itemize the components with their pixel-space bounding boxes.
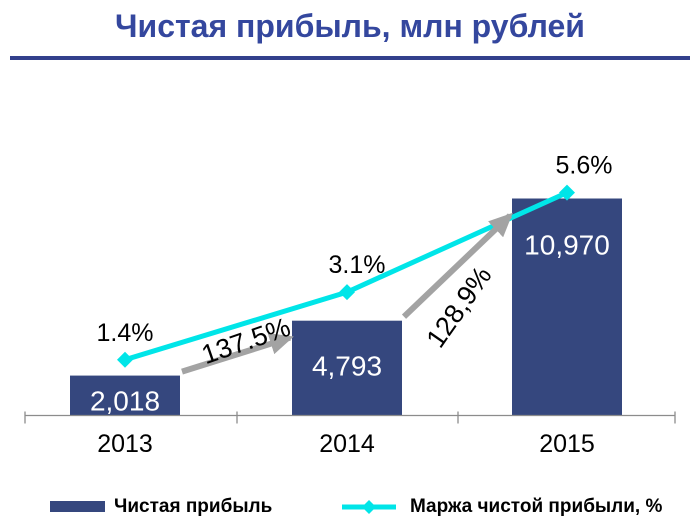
growth-arrow xyxy=(401,212,513,319)
chart-title: Чистая прибыль, млн рублей xyxy=(115,8,585,44)
bar-2013 xyxy=(70,375,180,416)
bar-value-label: 10,970 xyxy=(524,230,610,261)
growth-arrows xyxy=(181,212,513,375)
bar-2014 xyxy=(292,320,402,416)
margin-point-marker xyxy=(339,284,355,301)
growth-percent-label: 128,9% xyxy=(420,261,497,353)
growth-arrow xyxy=(181,333,294,375)
bar-2015 xyxy=(512,198,622,416)
margin-point-marker xyxy=(559,184,575,201)
margin-point-marker xyxy=(117,351,133,368)
bars-group xyxy=(70,198,622,416)
bar-value-label: 2,018 xyxy=(90,386,160,417)
x-axis-label: 2014 xyxy=(319,430,375,458)
title-rule xyxy=(10,56,690,60)
x-axis-label: 2015 xyxy=(539,430,595,458)
x-axis xyxy=(24,411,676,424)
x-axis-label: 2013 xyxy=(97,430,153,458)
margin-percent-label: 1.4% xyxy=(97,319,154,347)
margin-percent-label: 5.6% xyxy=(556,152,613,180)
margin-percent-label: 3.1% xyxy=(329,251,386,279)
bar-value-label: 4,793 xyxy=(312,351,382,382)
